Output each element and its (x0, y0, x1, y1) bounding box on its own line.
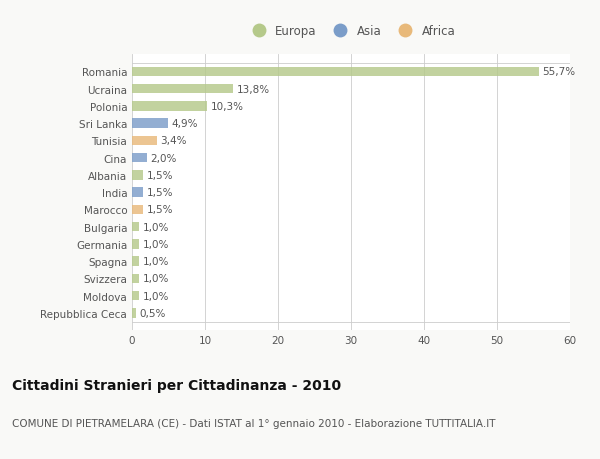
Bar (132, 257, 139, 266)
Bar (132, 274, 139, 284)
Text: 13,8%: 13,8% (236, 84, 269, 95)
Bar (132, 240, 139, 249)
Text: 10,3%: 10,3% (211, 102, 244, 112)
Bar (132, 171, 143, 180)
Bar (132, 102, 207, 112)
Text: 1,5%: 1,5% (146, 205, 173, 215)
Bar (132, 154, 146, 163)
Bar (132, 308, 136, 318)
Text: 1,5%: 1,5% (146, 171, 173, 180)
Text: 2,0%: 2,0% (150, 153, 176, 163)
Text: COMUNE DI PIETRAMELARA (CE) - Dati ISTAT al 1° gennaio 2010 - Elaborazione TUTTI: COMUNE DI PIETRAMELARA (CE) - Dati ISTAT… (12, 418, 496, 428)
Bar (132, 67, 539, 77)
Bar (132, 188, 143, 197)
Text: 1,0%: 1,0% (143, 291, 169, 301)
Bar (132, 85, 233, 94)
Text: 1,0%: 1,0% (143, 222, 169, 232)
Bar (132, 223, 139, 232)
Text: Cittadini Stranieri per Cittadinanza - 2010: Cittadini Stranieri per Cittadinanza - 2… (12, 379, 341, 392)
Text: 1,0%: 1,0% (143, 240, 169, 249)
Text: 1,5%: 1,5% (146, 188, 173, 198)
Bar (132, 205, 143, 215)
Text: 0,5%: 0,5% (139, 308, 166, 318)
Text: 55,7%: 55,7% (542, 67, 575, 77)
Bar (132, 291, 139, 301)
Bar (132, 119, 168, 129)
Text: 4,9%: 4,9% (172, 119, 198, 129)
Text: 1,0%: 1,0% (143, 257, 169, 267)
Text: 3,4%: 3,4% (160, 136, 187, 146)
Text: 1,0%: 1,0% (143, 274, 169, 284)
Legend: Europa, Asia, Africa: Europa, Asia, Africa (247, 25, 455, 38)
Bar (132, 136, 157, 146)
